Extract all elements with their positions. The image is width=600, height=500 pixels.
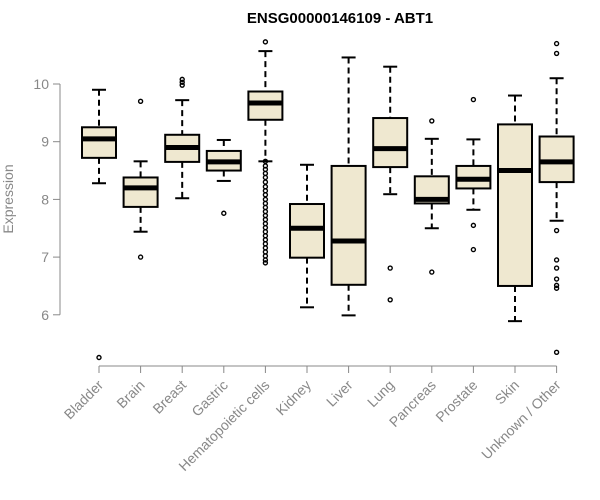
outlier-point <box>553 276 560 282</box>
x-tick-label: Bladder <box>61 377 107 423</box>
outlier-point <box>429 269 435 275</box>
x-tick-label: Breast <box>149 377 189 417</box>
outlier-point <box>137 254 144 260</box>
box-skin <box>497 123 533 287</box>
box-bladder <box>81 126 117 159</box>
outlier-point <box>553 265 560 271</box>
x-tick-label: Brain <box>113 377 147 411</box>
outlier-point <box>262 174 269 181</box>
x-tick-label: Unknown / Other <box>478 377 564 463</box>
outlier-point <box>470 246 477 253</box>
outlier-point <box>387 297 393 303</box>
outlier-point <box>470 96 477 103</box>
x-tick-label: Liver <box>323 377 356 410</box>
outlier-point <box>553 40 560 47</box>
y-tick-label: 7 <box>41 249 49 265</box>
outlier-point <box>553 282 560 289</box>
outlier-point <box>553 257 560 263</box>
y-tick-label: 6 <box>41 307 49 323</box>
outlier-point <box>179 79 185 85</box>
x-tick-label: Kidney <box>273 377 315 419</box>
outlier-point <box>262 257 269 263</box>
outlier-point <box>262 179 269 185</box>
outlier-point <box>179 76 185 83</box>
box-brain <box>122 176 159 208</box>
outlier-point <box>553 50 560 57</box>
outlier-point <box>387 265 393 271</box>
outlier-point <box>553 349 560 356</box>
outlier-point <box>262 260 269 266</box>
box-liver <box>330 164 367 286</box>
outlier-point <box>429 118 435 124</box>
y-tick-label: 8 <box>41 191 49 207</box>
box-kidney <box>289 203 325 259</box>
outlier-point <box>96 354 102 361</box>
x-tick-label: Skin <box>492 377 523 408</box>
box-lung <box>372 117 409 169</box>
outlier-point <box>262 192 269 198</box>
y-axis-label: Expression <box>0 164 16 233</box>
outlier-point <box>137 98 144 105</box>
outlier-point <box>262 39 269 45</box>
outlier-point <box>221 210 227 216</box>
outlier-point <box>179 82 185 88</box>
y-tick-label: 10 <box>33 76 49 92</box>
y-tick-label: 9 <box>41 134 49 150</box>
outlier-point <box>553 285 560 291</box>
outlier-point <box>470 222 477 229</box>
outlier-point <box>553 227 560 234</box>
box-hematopoietic-cells <box>247 90 284 121</box>
box-unknown-other <box>538 135 575 184</box>
x-tick-label: Prostate <box>432 377 480 425</box>
x-tick-label: Lung <box>364 377 397 410</box>
chart-title: ENSG00000146109 - ABT1 <box>247 10 433 27</box>
